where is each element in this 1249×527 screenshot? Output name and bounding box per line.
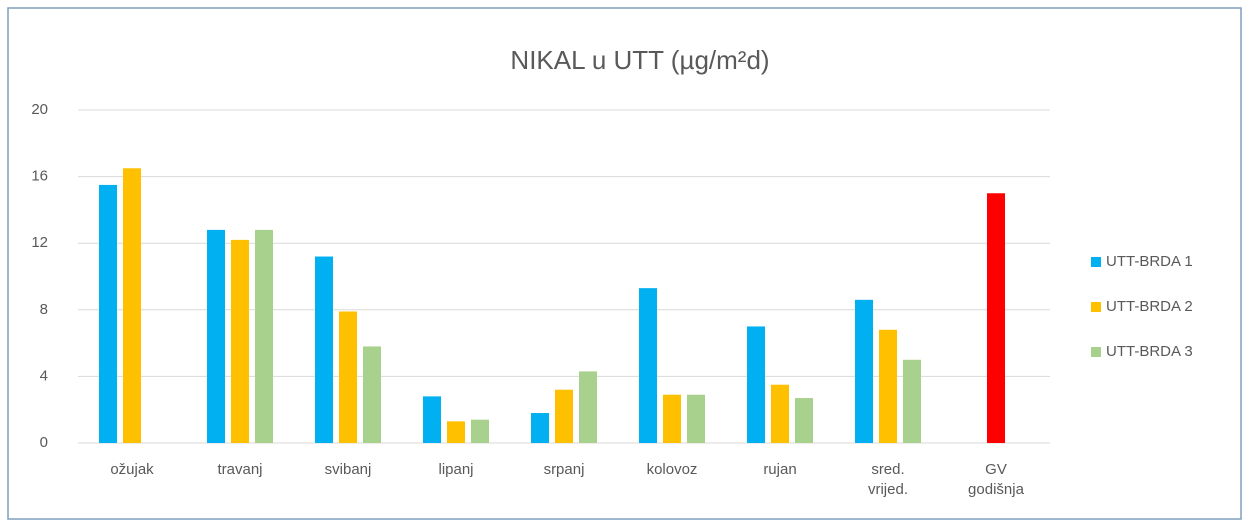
bar — [747, 326, 765, 443]
legend-label: UTT-BRDA 1 — [1106, 253, 1193, 270]
bar — [855, 299, 873, 443]
y-tick-label: 8 — [40, 301, 48, 318]
bar — [663, 394, 681, 443]
bar — [639, 288, 657, 443]
bar — [123, 168, 141, 443]
y-tick-label: 20 — [31, 101, 48, 118]
bar — [771, 384, 789, 443]
x-tick-label: travanj — [217, 461, 263, 478]
x-tick-label: srpanj — [543, 461, 585, 478]
x-tick-label: GV godišnja — [968, 461, 1024, 498]
legend-swatch — [1091, 347, 1101, 357]
bar — [423, 396, 441, 443]
x-tick-label: svibanj — [324, 461, 372, 478]
bar — [879, 329, 897, 443]
bar — [579, 371, 597, 443]
bar — [903, 359, 921, 443]
bar — [795, 398, 813, 443]
x-tick-label: sred. vrijed. — [867, 461, 908, 498]
legend-label: UTT-BRDA 3 — [1106, 343, 1193, 360]
legend-swatch — [1091, 257, 1101, 267]
bar — [687, 394, 705, 443]
bar — [339, 311, 357, 443]
bar — [471, 419, 489, 443]
y-tick-label: 12 — [31, 234, 48, 251]
bar — [207, 229, 225, 443]
bar — [255, 229, 273, 443]
y-tick-label: 0 — [40, 434, 48, 451]
chart-title: NIKAL u UTT (µg/m²d) — [510, 45, 769, 75]
legend-label: UTT-BRDA 2 — [1106, 298, 1193, 315]
bar — [315, 256, 333, 443]
bar — [363, 346, 381, 443]
y-tick-label: 16 — [31, 168, 48, 185]
bar — [231, 239, 249, 443]
bar — [99, 184, 117, 444]
x-tick-label: ožujak — [110, 461, 154, 478]
chart-border — [7, 7, 1242, 520]
bar — [531, 413, 549, 443]
x-tick-label: kolovoz — [646, 461, 698, 478]
legend-swatch — [1091, 302, 1101, 312]
bar — [447, 421, 465, 443]
x-tick-label: rujan — [763, 461, 797, 478]
bar — [555, 389, 573, 443]
x-tick-label: lipanj — [438, 461, 474, 478]
y-tick-label: 4 — [40, 367, 48, 384]
bar — [987, 193, 1005, 443]
